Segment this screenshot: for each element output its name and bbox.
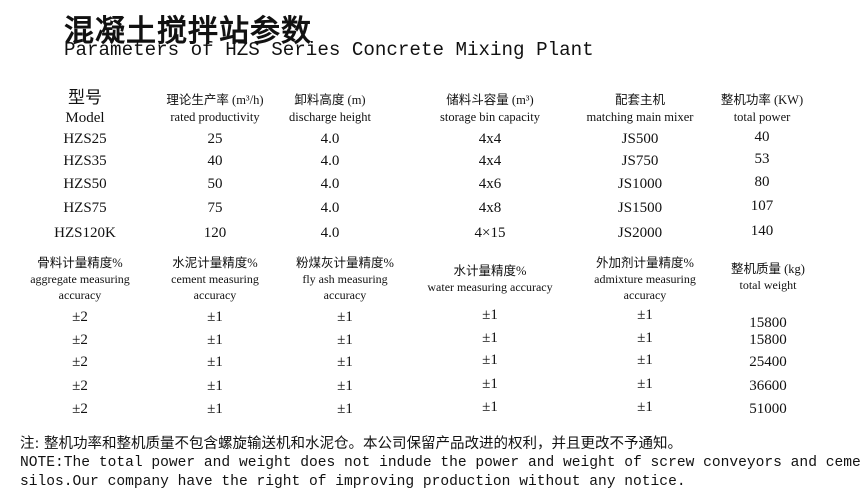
table-cell: ±1	[637, 399, 653, 415]
column-header-zh: 储料斗容量 (m³)	[446, 93, 534, 107]
table-cell: ±1	[337, 378, 353, 394]
table-cell: 4x4	[478, 131, 502, 147]
table-cell: 40	[207, 153, 223, 169]
table-cell: ±2	[72, 401, 88, 417]
column-header-en: discharge height	[288, 110, 372, 124]
column-header-zh: 理论生产率 (m³/h)	[166, 93, 264, 107]
table-cell: ±1	[637, 352, 653, 368]
table-cell: 36600	[749, 378, 787, 394]
column-header-zh: 粉煤灰计量精度%	[296, 256, 394, 270]
column-header-zh: 骨料计量精度%	[37, 256, 123, 270]
table-cell: ±1	[482, 399, 498, 415]
table-cell: ±1	[207, 354, 223, 370]
column-header-zh: 水计量精度%	[453, 264, 527, 278]
table-cell: ±1	[207, 378, 223, 394]
column-header-en: water measuring accuracy	[427, 280, 553, 294]
table-cell: ±2	[72, 332, 88, 348]
table-cell: ±1	[482, 330, 498, 346]
column-header-zh: 整机质量 (kg)	[731, 262, 805, 276]
column-header-zh: 整机功率 (KW)	[720, 93, 804, 107]
table-cell: JS1000	[617, 176, 663, 192]
table-cell: ±1	[207, 332, 223, 348]
table-cell: ±1	[637, 376, 653, 392]
table-cell: 4x6	[478, 176, 502, 192]
table-cell: ±1	[337, 309, 353, 325]
column-header-en: matching main mixer	[586, 110, 694, 124]
table-cell: ±1	[637, 307, 653, 323]
table-cell: ±2	[72, 378, 88, 394]
page-title: 混凝土搅拌站参数	[64, 14, 312, 49]
table-cell: 4x4	[478, 153, 502, 169]
table-cell: 75	[207, 200, 223, 216]
column-header-en: total weight	[739, 278, 797, 292]
table-cell: ±1	[637, 330, 653, 346]
table-cell: 4.0	[320, 200, 340, 216]
table-cell: ±2	[72, 354, 88, 370]
table-cell: 25	[207, 131, 223, 147]
table-cell: 40	[754, 129, 770, 145]
table-cell: JS750	[621, 153, 659, 169]
table-cell: HZS120K	[54, 225, 116, 241]
column-header-en-line2: accuracy	[323, 288, 367, 302]
table-cell: 80	[754, 174, 770, 190]
table-cell: JS1500	[617, 200, 663, 216]
table-cell: 107	[750, 198, 774, 214]
table-cell: 25400	[749, 354, 787, 370]
column-header-en: admixture measuring	[594, 272, 696, 286]
column-header-en: cement measuring	[171, 272, 259, 286]
column-header-zh: 配套主机	[614, 93, 666, 107]
table-cell: ±1	[482, 352, 498, 368]
column-header-en: aggregate measuring	[30, 272, 130, 286]
note-english-line1: NOTE:The total power and weight does not…	[20, 455, 860, 471]
table-cell: 4×15	[474, 225, 506, 241]
table-cell: HZS25	[63, 131, 107, 147]
table-cell: 4.0	[320, 225, 340, 241]
table-cell: ±1	[337, 354, 353, 370]
table-cell: ±1	[482, 376, 498, 392]
table-cell: HZS35	[63, 153, 107, 169]
table-cell: ±1	[207, 309, 223, 325]
table-cell: 120	[203, 225, 227, 241]
column-header-zh: 外加剂计量精度%	[596, 256, 694, 270]
column-header-en: fly ash measuring	[302, 272, 388, 286]
column-header-en: storage bin capacity	[440, 110, 540, 124]
table-cell: 140	[750, 223, 774, 239]
column-header-zh: 型号	[68, 88, 102, 107]
table-cell: ±1	[337, 401, 353, 417]
column-header-en: rated productivity	[170, 110, 260, 124]
note-english-line2: silos.Our company have the right of impr…	[20, 474, 686, 490]
table-cell: HZS50	[63, 176, 107, 192]
table-cell: HZS75	[63, 200, 107, 216]
table-cell: 15800	[749, 332, 787, 348]
table-cell: ±1	[207, 401, 223, 417]
table-cell: JS2000	[617, 225, 663, 241]
table-cell: ±1	[337, 332, 353, 348]
column-header-zh: 水泥计量精度%	[172, 256, 258, 270]
table-cell: 50	[207, 176, 223, 192]
column-header-en-line2: accuracy	[58, 288, 102, 302]
note-chinese: 注: 整机功率和整机质量不包含螺旋输送机和水泥仓。本公司保留产品改进的权利，并且…	[20, 436, 682, 452]
column-header-en: total power	[733, 110, 791, 124]
column-header-zh: 卸料高度 (m)	[294, 93, 366, 107]
table-cell: 4.0	[320, 153, 340, 169]
table-cell: 51000	[749, 401, 787, 417]
table-cell: 4.0	[320, 176, 340, 192]
column-header-en-line2: accuracy	[193, 288, 237, 302]
table-cell: JS500	[621, 131, 659, 147]
page-subtitle: Parameters of HZS Series Concrete Mixing…	[64, 39, 594, 61]
table-cell: ±2	[72, 309, 88, 325]
table-cell: 4x8	[478, 200, 502, 216]
table-cell: 53	[754, 151, 770, 167]
table-cell: 4.0	[320, 131, 340, 147]
table-cell: 15800	[749, 315, 787, 331]
column-header-en-line2: accuracy	[623, 288, 667, 302]
column-header-en: Model	[65, 110, 105, 126]
table-cell: ±1	[482, 307, 498, 323]
